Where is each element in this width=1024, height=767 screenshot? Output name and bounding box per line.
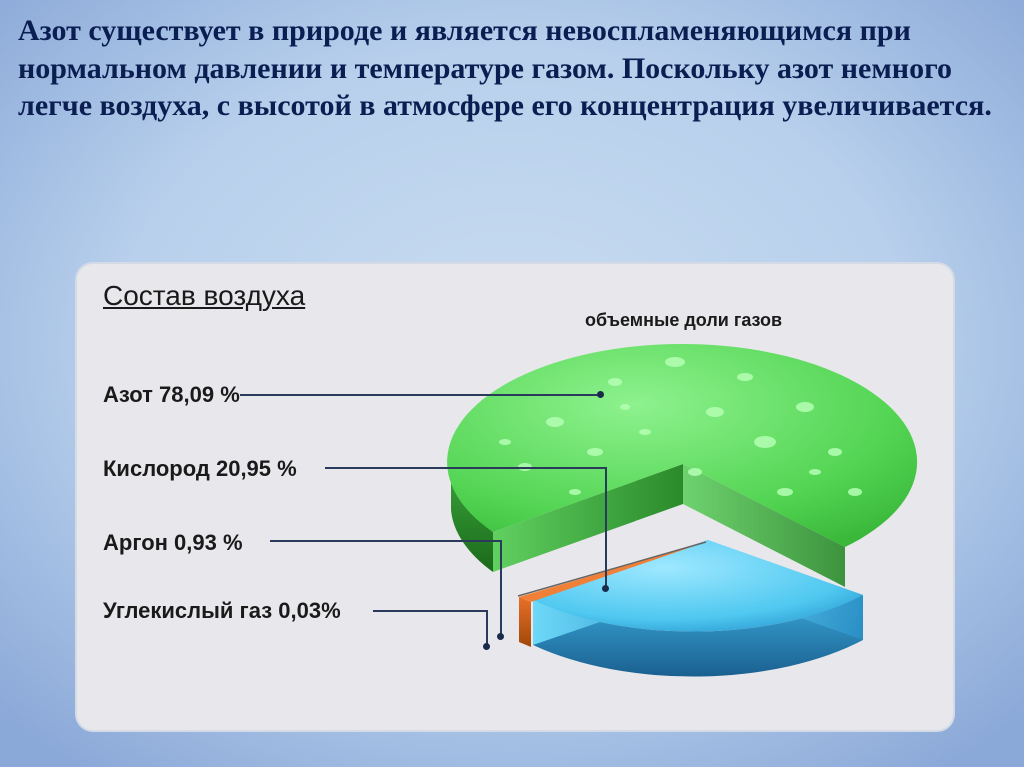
leader-dot bbox=[497, 633, 504, 640]
pie-chart bbox=[415, 292, 935, 732]
label-argon: Аргон 0,93 % bbox=[103, 530, 341, 556]
leader-co2-v bbox=[486, 610, 488, 645]
leader-oxygen bbox=[325, 467, 605, 469]
header-paragraph: Азот существует в природе и является нев… bbox=[18, 12, 1006, 125]
leader-dot bbox=[483, 643, 490, 650]
label-oxygen: Кислород 20,95 % bbox=[103, 456, 341, 482]
slice-labels: Азот 78,09 % Кислород 20,95 % Аргон 0,93… bbox=[103, 382, 341, 672]
chart-title: Состав воздуха bbox=[103, 280, 305, 312]
chart-panel: Состав воздуха объемные доли газов Азот … bbox=[75, 262, 955, 732]
leader-argon-v bbox=[500, 540, 502, 635]
leader-dot bbox=[602, 585, 609, 592]
leader-oxygen-v bbox=[605, 467, 607, 587]
leader-nitrogen bbox=[240, 394, 600, 396]
leader-argon bbox=[270, 540, 500, 542]
leader-co2 bbox=[373, 610, 486, 612]
label-co2: Углекислый газ 0,03% bbox=[103, 598, 341, 624]
leader-dot bbox=[597, 391, 604, 398]
nitrogen-top bbox=[447, 344, 917, 547]
